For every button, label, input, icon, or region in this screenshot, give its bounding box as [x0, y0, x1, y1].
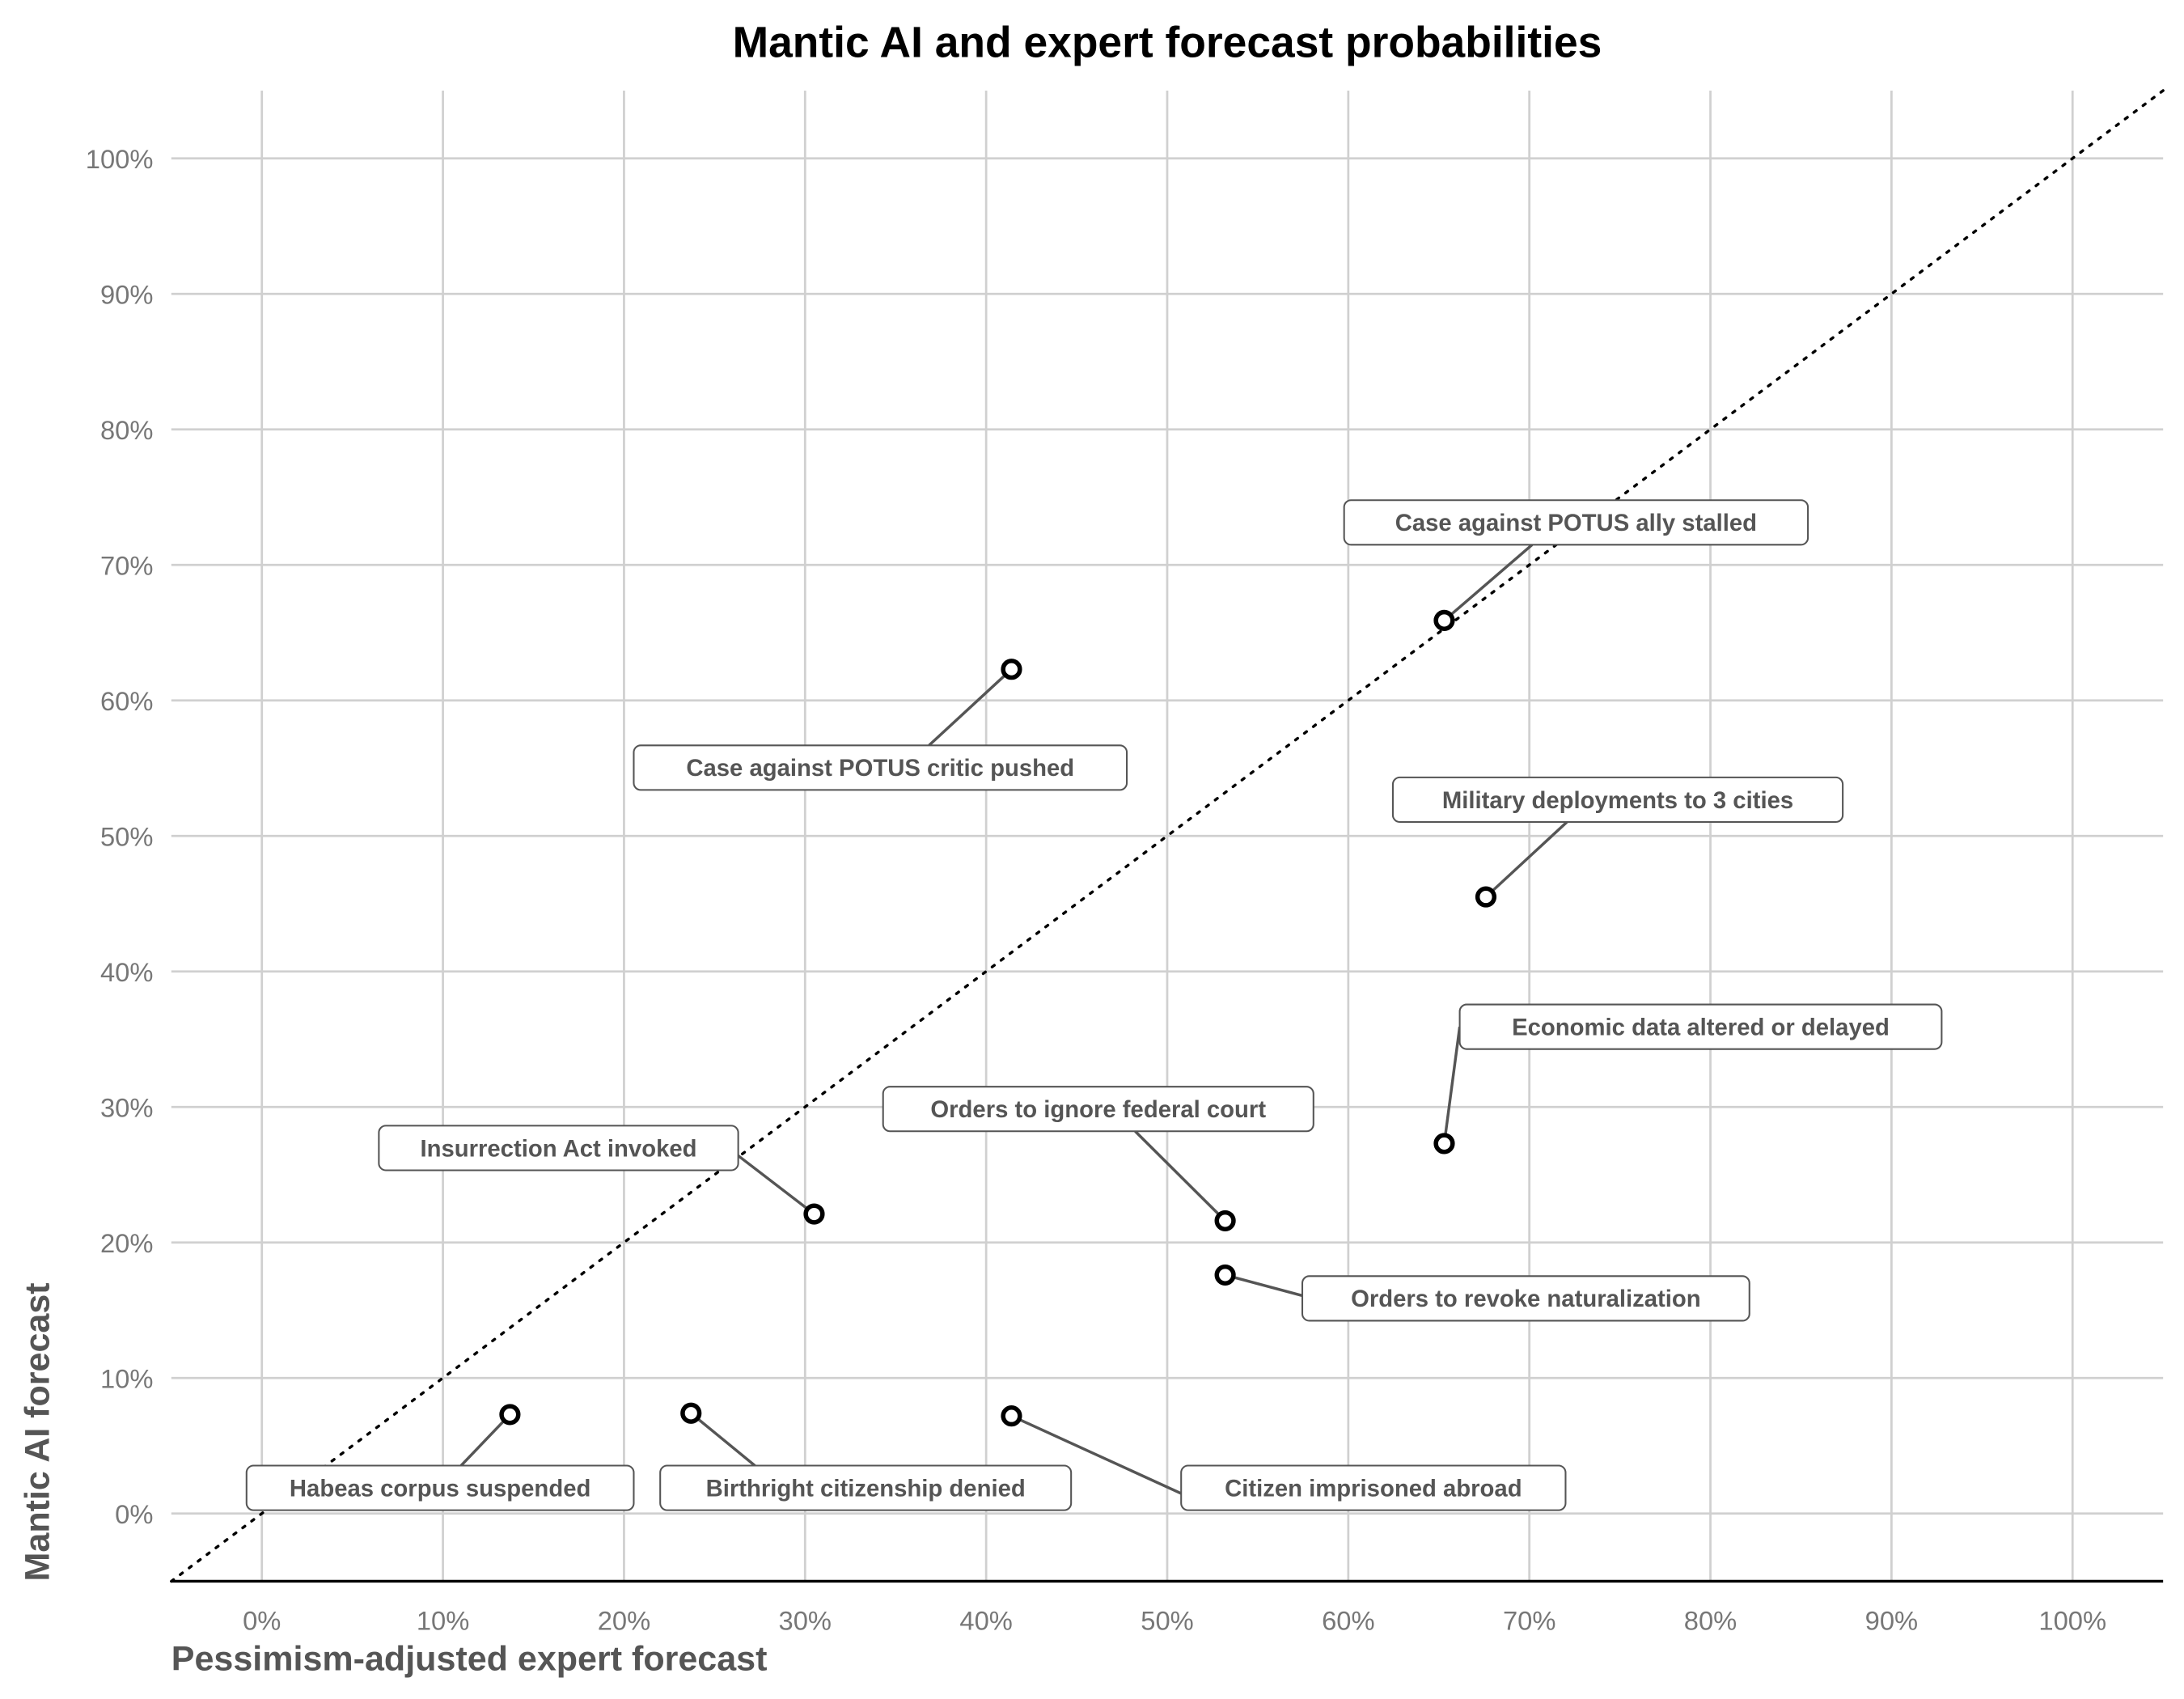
- point-label: Case against POTUS critic pushed: [686, 756, 1074, 782]
- label-box: [1391, 776, 1844, 824]
- label-box: [659, 1464, 1073, 1511]
- identity-line: [170, 89, 2165, 1583]
- data-point: [803, 1203, 825, 1225]
- label-connector: [1225, 1273, 1303, 1298]
- reference-line: [170, 89, 2165, 1583]
- label-box: [1180, 1464, 1567, 1511]
- data-point: [680, 1402, 702, 1424]
- x-tick-label: 80%: [1684, 1606, 1737, 1636]
- label-box: [1458, 1003, 1943, 1050]
- y-tick-label: 100%: [86, 144, 154, 174]
- y-tick-label: 0%: [115, 1499, 153, 1529]
- label-box: [633, 744, 1128, 791]
- point-label: Case against POTUS ally stalled: [1395, 511, 1757, 536]
- y-tick-label: 80%: [100, 415, 153, 445]
- grid: [171, 90, 2164, 1582]
- x-tick-label: 0%: [243, 1606, 281, 1636]
- data-point: [1214, 1264, 1236, 1286]
- x-tick-label: 90%: [1865, 1606, 1918, 1636]
- points: [499, 609, 1497, 1427]
- label-box: [245, 1464, 635, 1511]
- point-label: Orders to ignore federal court: [930, 1097, 1266, 1123]
- point-label: Military deployments to 3 cities: [1442, 788, 1793, 814]
- data-point: [1001, 659, 1022, 680]
- y-tick-label: 40%: [100, 957, 153, 987]
- x-tick-label: 100%: [2038, 1606, 2106, 1636]
- y-tick-label: 70%: [100, 550, 153, 580]
- point-label: Birthright citizenship denied: [706, 1476, 1026, 1502]
- point-labels: Case against POTUS ally stalled Case agai…: [245, 499, 1943, 1511]
- label-connector: [1484, 820, 1568, 898]
- x-tick-label: 70%: [1503, 1606, 1555, 1636]
- x-tick-label: 60%: [1322, 1606, 1374, 1636]
- point-label: Orders to revoke naturalization: [1351, 1286, 1701, 1312]
- point-label: Citizen imprisoned abroad: [1225, 1476, 1522, 1502]
- point-label: Economic data altered or delayed: [1512, 1015, 1890, 1040]
- y-tick-label: 10%: [100, 1363, 153, 1393]
- data-point: [1001, 1405, 1022, 1427]
- x-tick-label: 10%: [417, 1606, 469, 1636]
- y-tick-label: 50%: [100, 821, 153, 851]
- label-connector: [928, 667, 1013, 747]
- label-connector: [734, 1152, 815, 1215]
- label-connector: [1010, 1414, 1182, 1495]
- data-point: [1433, 609, 1455, 631]
- data-point: [1475, 886, 1497, 908]
- label-connector: [1443, 544, 1534, 622]
- y-axis-title: Mantic AI forecast: [18, 1282, 57, 1581]
- data-point: [1214, 1210, 1236, 1231]
- x-tick-label: 40%: [959, 1606, 1012, 1636]
- data-point: [499, 1404, 521, 1426]
- point-label: Habeas corpus suspended: [290, 1476, 590, 1502]
- x-tick-label: 30%: [779, 1606, 832, 1636]
- y-tick-label: 90%: [100, 279, 153, 309]
- y-tick-label: 30%: [100, 1092, 153, 1122]
- y-tick-label: 60%: [100, 686, 153, 716]
- tick-labels: 0% 10% 20% 30% 40% 50% 60% 70% 80% 90% 100% 0% 10% 20…: [86, 144, 2106, 1636]
- x-tick-label: 50%: [1141, 1606, 1193, 1636]
- label-box: [882, 1086, 1314, 1133]
- point-label: Insurrection Act invoked: [420, 1136, 696, 1162]
- chart-title: Mantic AI and expert forecast probabilit…: [733, 19, 1602, 67]
- label-connector: [459, 1413, 511, 1467]
- label-connector: [1134, 1130, 1226, 1222]
- data-point: [1433, 1133, 1455, 1155]
- y-tick-label: 20%: [100, 1228, 153, 1258]
- label-box: [1301, 1275, 1750, 1322]
- label-box: [378, 1125, 739, 1172]
- label-box: [1343, 499, 1809, 546]
- x-axis-title: Pessimism-adjusted expert forecast: [171, 1640, 768, 1679]
- label-connector: [1442, 1026, 1462, 1144]
- x-tick-label: 20%: [598, 1606, 650, 1636]
- label-connector: [690, 1412, 756, 1467]
